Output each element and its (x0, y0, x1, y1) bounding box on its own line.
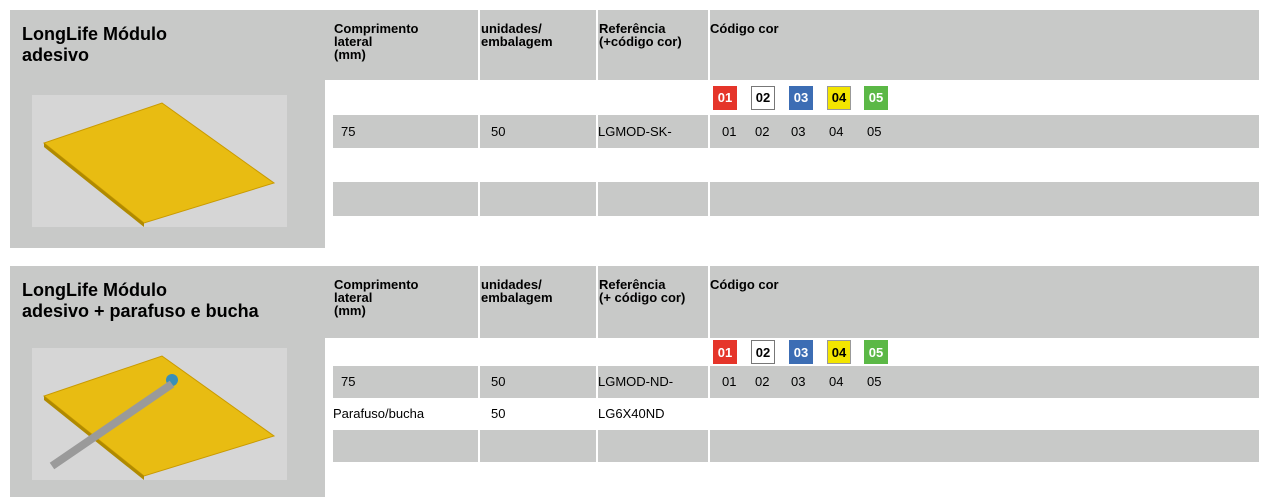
product-image (32, 95, 287, 227)
product-image (32, 348, 287, 480)
product-title: LongLife Módulo adesivo (22, 24, 167, 65)
color-chip: 01 (713, 85, 737, 110)
color-code: 03 (791, 374, 806, 389)
column-header: Código cor (710, 21, 779, 36)
column-header: Comprimento lateral (mm) (334, 21, 419, 62)
color-chip: 03 (789, 85, 813, 110)
header-gap (325, 10, 333, 80)
column-header: unidades/ embalagem (481, 277, 553, 305)
color-code: 02 (755, 374, 770, 389)
row-stripe (480, 430, 596, 462)
color-code: 04 (829, 123, 844, 139)
color-code: 04 (829, 374, 844, 389)
color-code: 01 (722, 123, 737, 139)
header-gap (325, 266, 333, 338)
table-cell: Parafuso/bucha (333, 406, 425, 421)
row-stripe (480, 182, 596, 216)
row-stripe (598, 182, 708, 216)
column-header: Referência (+código cor) (599, 21, 682, 49)
header-cell (480, 266, 596, 338)
header-cell (598, 10, 708, 80)
table-cell: 50 (491, 374, 506, 389)
table-cell: 50 (491, 406, 506, 421)
table-cell: LGMOD-SK- (598, 123, 672, 139)
row-stripe (598, 115, 708, 148)
color-code: 05 (867, 374, 882, 389)
row-stripe (710, 182, 1259, 216)
color-code: 01 (722, 374, 737, 389)
color-chip: 05 (864, 85, 888, 110)
color-code: 05 (867, 123, 882, 139)
row-stripe (333, 182, 478, 216)
row-stripe (333, 430, 478, 462)
table-cell: 50 (491, 123, 506, 139)
color-chip: 01 (713, 340, 737, 364)
row-stripe (480, 115, 596, 148)
color-chip: 02 (751, 340, 775, 364)
row-stripe (710, 366, 1259, 398)
row-stripe (598, 430, 708, 462)
header-cell (480, 10, 596, 80)
color-chip: 04 (827, 85, 851, 110)
row-stripe (333, 115, 478, 148)
row-stripe (333, 366, 478, 398)
row-stripe (480, 366, 596, 398)
color-code: 02 (755, 123, 770, 139)
column-header: Código cor (710, 277, 779, 292)
row-stripe (598, 366, 708, 398)
column-header: Comprimento lateral (mm) (334, 277, 419, 318)
color-chip: 03 (789, 340, 813, 364)
color-chip: 05 (864, 340, 888, 364)
table-cell: LG6X40ND (598, 406, 665, 421)
product-title: LongLife Módulo adesivo + parafuso e buc… (22, 280, 259, 321)
header-cell (710, 10, 1259, 80)
color-chip: 04 (827, 340, 851, 364)
column-header: Referência (+ código cor) (599, 277, 686, 305)
header-cell (598, 266, 708, 338)
color-code: 03 (791, 123, 806, 139)
header-cell (333, 10, 478, 80)
color-chip: 02 (751, 85, 775, 110)
column-header: unidades/ embalagem (481, 21, 553, 49)
table-cell: 75 (341, 123, 356, 139)
header-cell (333, 266, 478, 338)
header-cell (710, 266, 1259, 338)
row-stripe (710, 115, 1259, 148)
table-cell: 75 (341, 374, 356, 389)
row-stripe (710, 430, 1259, 462)
table-cell: LGMOD-ND- (598, 374, 674, 389)
